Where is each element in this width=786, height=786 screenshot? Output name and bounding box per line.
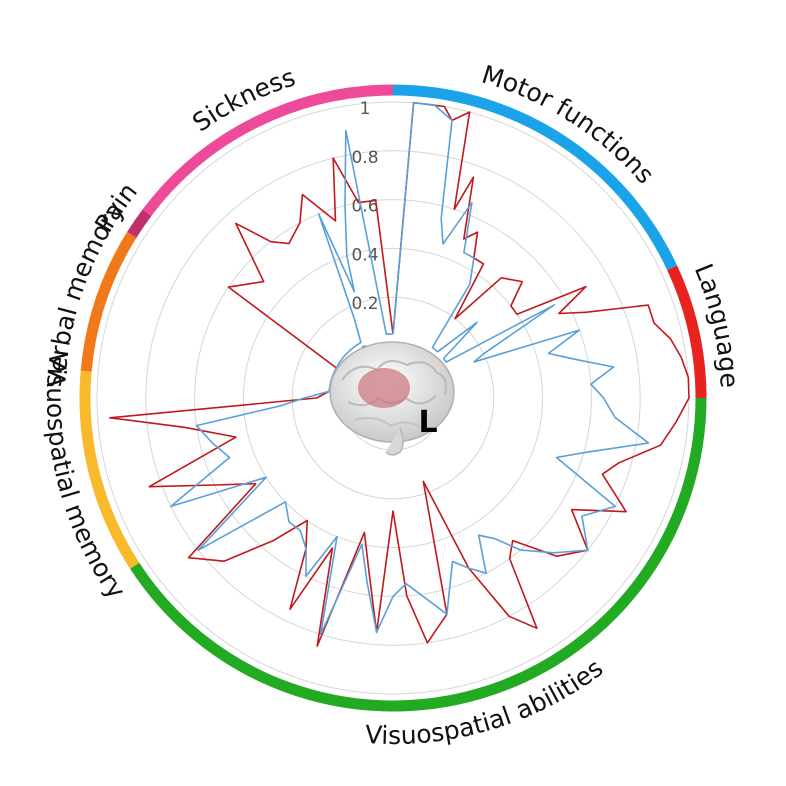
category-ring [79,84,707,712]
category-arc [79,370,140,569]
grid-ring [242,247,544,549]
radial-tick-label: 1 [360,99,371,119]
radial-tick-label: 0.4 [351,245,378,265]
category-arc [127,209,152,238]
brain-icon [329,341,455,456]
hemisphere-label: L [418,405,437,440]
category-arc [392,84,678,271]
category-arc [130,397,707,712]
category-arc [80,231,137,372]
radial-tick-label: 0.6 [351,197,378,217]
radial-tick-label: 0.2 [351,294,378,314]
grid-ring [291,296,495,500]
grid-ring [145,150,641,646]
series-line [170,101,650,636]
radial-tick-label: 0.8 [351,148,378,168]
category-arc [667,265,707,399]
category-arc [142,84,394,216]
